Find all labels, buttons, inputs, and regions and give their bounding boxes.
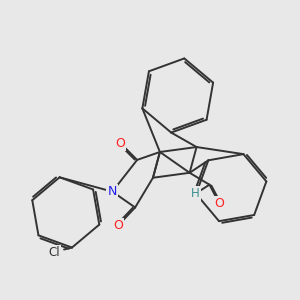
Text: O: O	[115, 136, 125, 150]
Text: O: O	[113, 219, 123, 232]
Text: N: N	[108, 185, 117, 198]
Text: O: O	[214, 197, 224, 210]
Text: Cl: Cl	[48, 246, 60, 259]
Text: H: H	[191, 187, 200, 200]
